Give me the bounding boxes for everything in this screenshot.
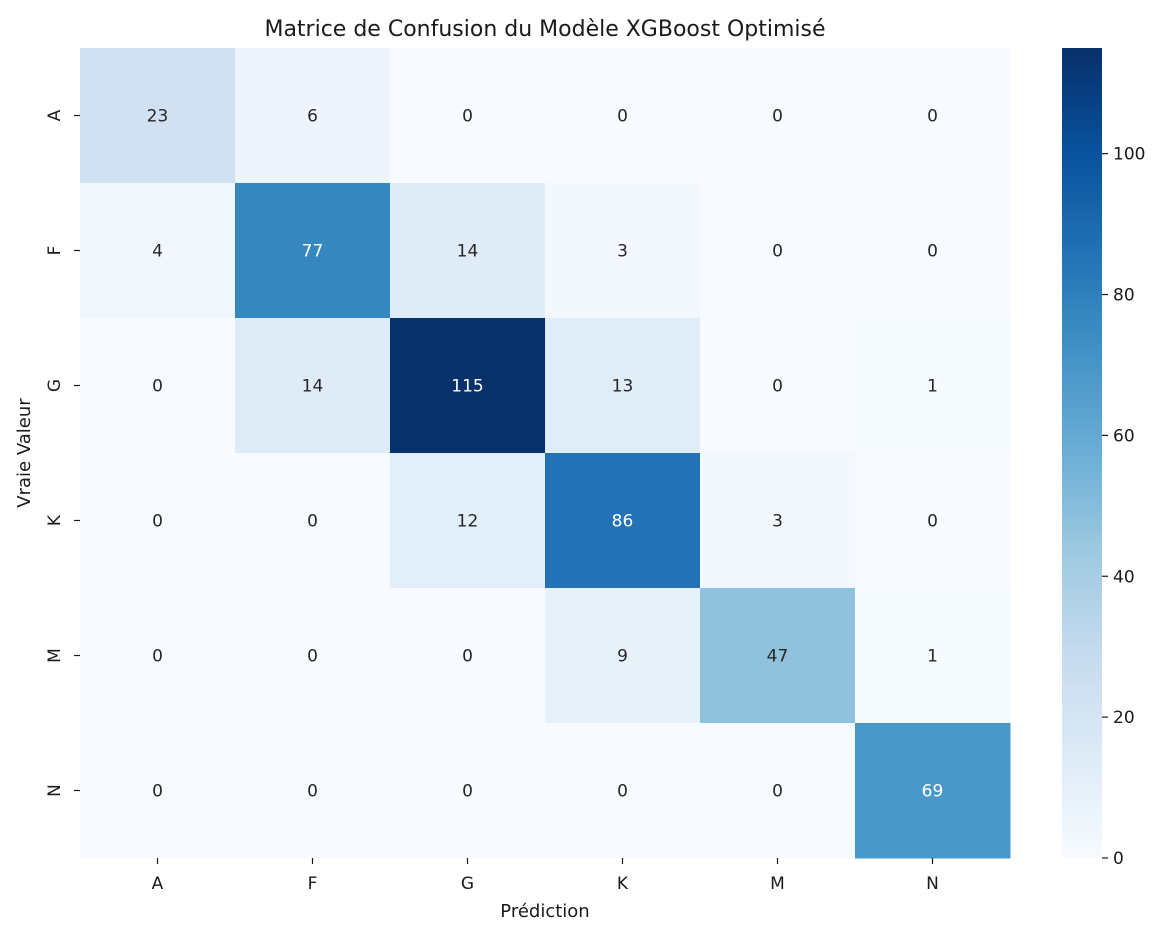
cell-value-label: 0 (307, 647, 318, 667)
heatmap-cell (855, 588, 1011, 724)
heatmap-cell (545, 318, 701, 454)
cell-value-label: 0 (152, 782, 163, 802)
heatmap-cell (80, 723, 236, 859)
heatmap-cell (235, 318, 391, 454)
colorbar-gradient (1062, 48, 1102, 858)
heatmap-cell (235, 48, 391, 184)
cell-value-label: 77 (302, 242, 324, 262)
heatmap-cell (235, 723, 391, 859)
heatmap-cell (390, 588, 546, 724)
y-tick-label: F (45, 246, 65, 256)
colorbar-tick-label: 100 (1113, 145, 1145, 165)
cell-value-label: 3 (617, 242, 628, 262)
heatmap-cell (700, 588, 856, 724)
heatmap-cell (700, 183, 856, 319)
y-axis-label: Vraie Valeur (14, 398, 35, 508)
cell-value-label: 12 (457, 512, 479, 532)
cell-value-label: 69 (922, 782, 944, 802)
x-tick-label: K (617, 874, 629, 894)
cell-value-label: 47 (767, 647, 789, 667)
cell-value-label: 0 (772, 377, 783, 397)
heatmap-cell (80, 318, 236, 454)
cell-value-label: 0 (462, 647, 473, 667)
heatmap-cell (855, 318, 1011, 454)
y-tick-label: A (45, 109, 65, 121)
cell-value-label: 1 (927, 377, 938, 397)
heatmap-cell (855, 453, 1011, 589)
colorbar-tick-label: 0 (1113, 849, 1124, 869)
cell-value-label: 86 (612, 512, 634, 532)
cell-value-label: 13 (612, 377, 634, 397)
heatmap-cell (235, 588, 391, 724)
heatmap-cell (390, 48, 546, 184)
heatmap-cell (700, 318, 856, 454)
cell-value-label: 0 (772, 107, 783, 127)
cell-value-label: 0 (307, 512, 318, 532)
cell-value-label: 9 (617, 647, 628, 667)
cell-value-label: 0 (927, 107, 938, 127)
chart-title: Matrice de Confusion du Modèle XGBoost O… (264, 17, 825, 42)
colorbar-tick-label: 60 (1113, 426, 1135, 446)
heatmap-cell (545, 183, 701, 319)
cell-value-label: 1 (927, 647, 938, 667)
x-axis-label: Prédiction (500, 901, 589, 922)
x-tick-label: A (152, 874, 164, 894)
cell-value-label: 0 (772, 782, 783, 802)
cell-value-label: 0 (772, 242, 783, 262)
cell-value-label: 4 (152, 242, 163, 262)
cell-value-label: 6 (307, 107, 318, 127)
heatmap-cell (390, 318, 546, 454)
cell-value-label: 0 (307, 782, 318, 802)
heatmap-cell (700, 453, 856, 589)
cell-value-label: 0 (152, 512, 163, 532)
heatmap-cell (545, 453, 701, 589)
heatmap-cell (545, 48, 701, 184)
y-tick-label: K (45, 514, 65, 526)
cell-value-label: 3 (772, 512, 783, 532)
heatmap-cell (80, 588, 236, 724)
heatmap-cell (390, 723, 546, 859)
cell-value-label: 0 (617, 782, 628, 802)
colorbar: 0 20 40 60 80 100 (1062, 48, 1145, 869)
heatmap-cell (855, 723, 1011, 859)
cell-value-label: 0 (927, 512, 938, 532)
heatmap-cell (855, 48, 1011, 184)
heatmap-cell (235, 453, 391, 589)
heatmap-cell (80, 453, 236, 589)
heatmap-cell (700, 48, 856, 184)
cell-value-label: 0 (462, 782, 473, 802)
cell-value-label: 14 (302, 377, 324, 397)
y-tick-label: G (45, 379, 65, 392)
cell-value-label: 0 (152, 377, 163, 397)
heatmap-cell (390, 183, 546, 319)
heatmap-cell (545, 723, 701, 859)
colorbar-tick-label: 40 (1113, 567, 1135, 587)
cell-value-label: 115 (451, 377, 483, 397)
cell-value-label: 0 (927, 242, 938, 262)
heatmap-cell (700, 723, 856, 859)
heatmap-cell (390, 453, 546, 589)
x-tick-label: G (461, 874, 474, 894)
heatmap-cell (235, 183, 391, 319)
cell-value-label: 23 (147, 107, 169, 127)
cell-value-label: 0 (617, 107, 628, 127)
x-tick-label: N (926, 874, 939, 894)
heatmap-cell (80, 183, 236, 319)
colorbar-tick-label: 20 (1113, 708, 1135, 728)
y-axis: A F G K M N (45, 109, 80, 797)
cell-value-label: 0 (462, 107, 473, 127)
x-tick-label: M (770, 874, 785, 894)
x-tick-label: F (308, 874, 318, 894)
y-tick-label: M (45, 648, 65, 663)
heatmap-grid: 23 6 0 0 0 0 4 77 14 3 0 0 0 14 115 13 0 1 0 0 12 86 3 0 0 0 0 9 47 1… (80, 48, 1011, 859)
heatmap-cell (80, 48, 236, 184)
cell-value-label: 14 (457, 242, 479, 262)
cell-value-label: 0 (152, 647, 163, 667)
y-tick-label: N (45, 784, 65, 797)
colorbar-tick-label: 80 (1113, 286, 1135, 306)
heatmap-cell (855, 183, 1011, 319)
heatmap-cell (545, 588, 701, 724)
